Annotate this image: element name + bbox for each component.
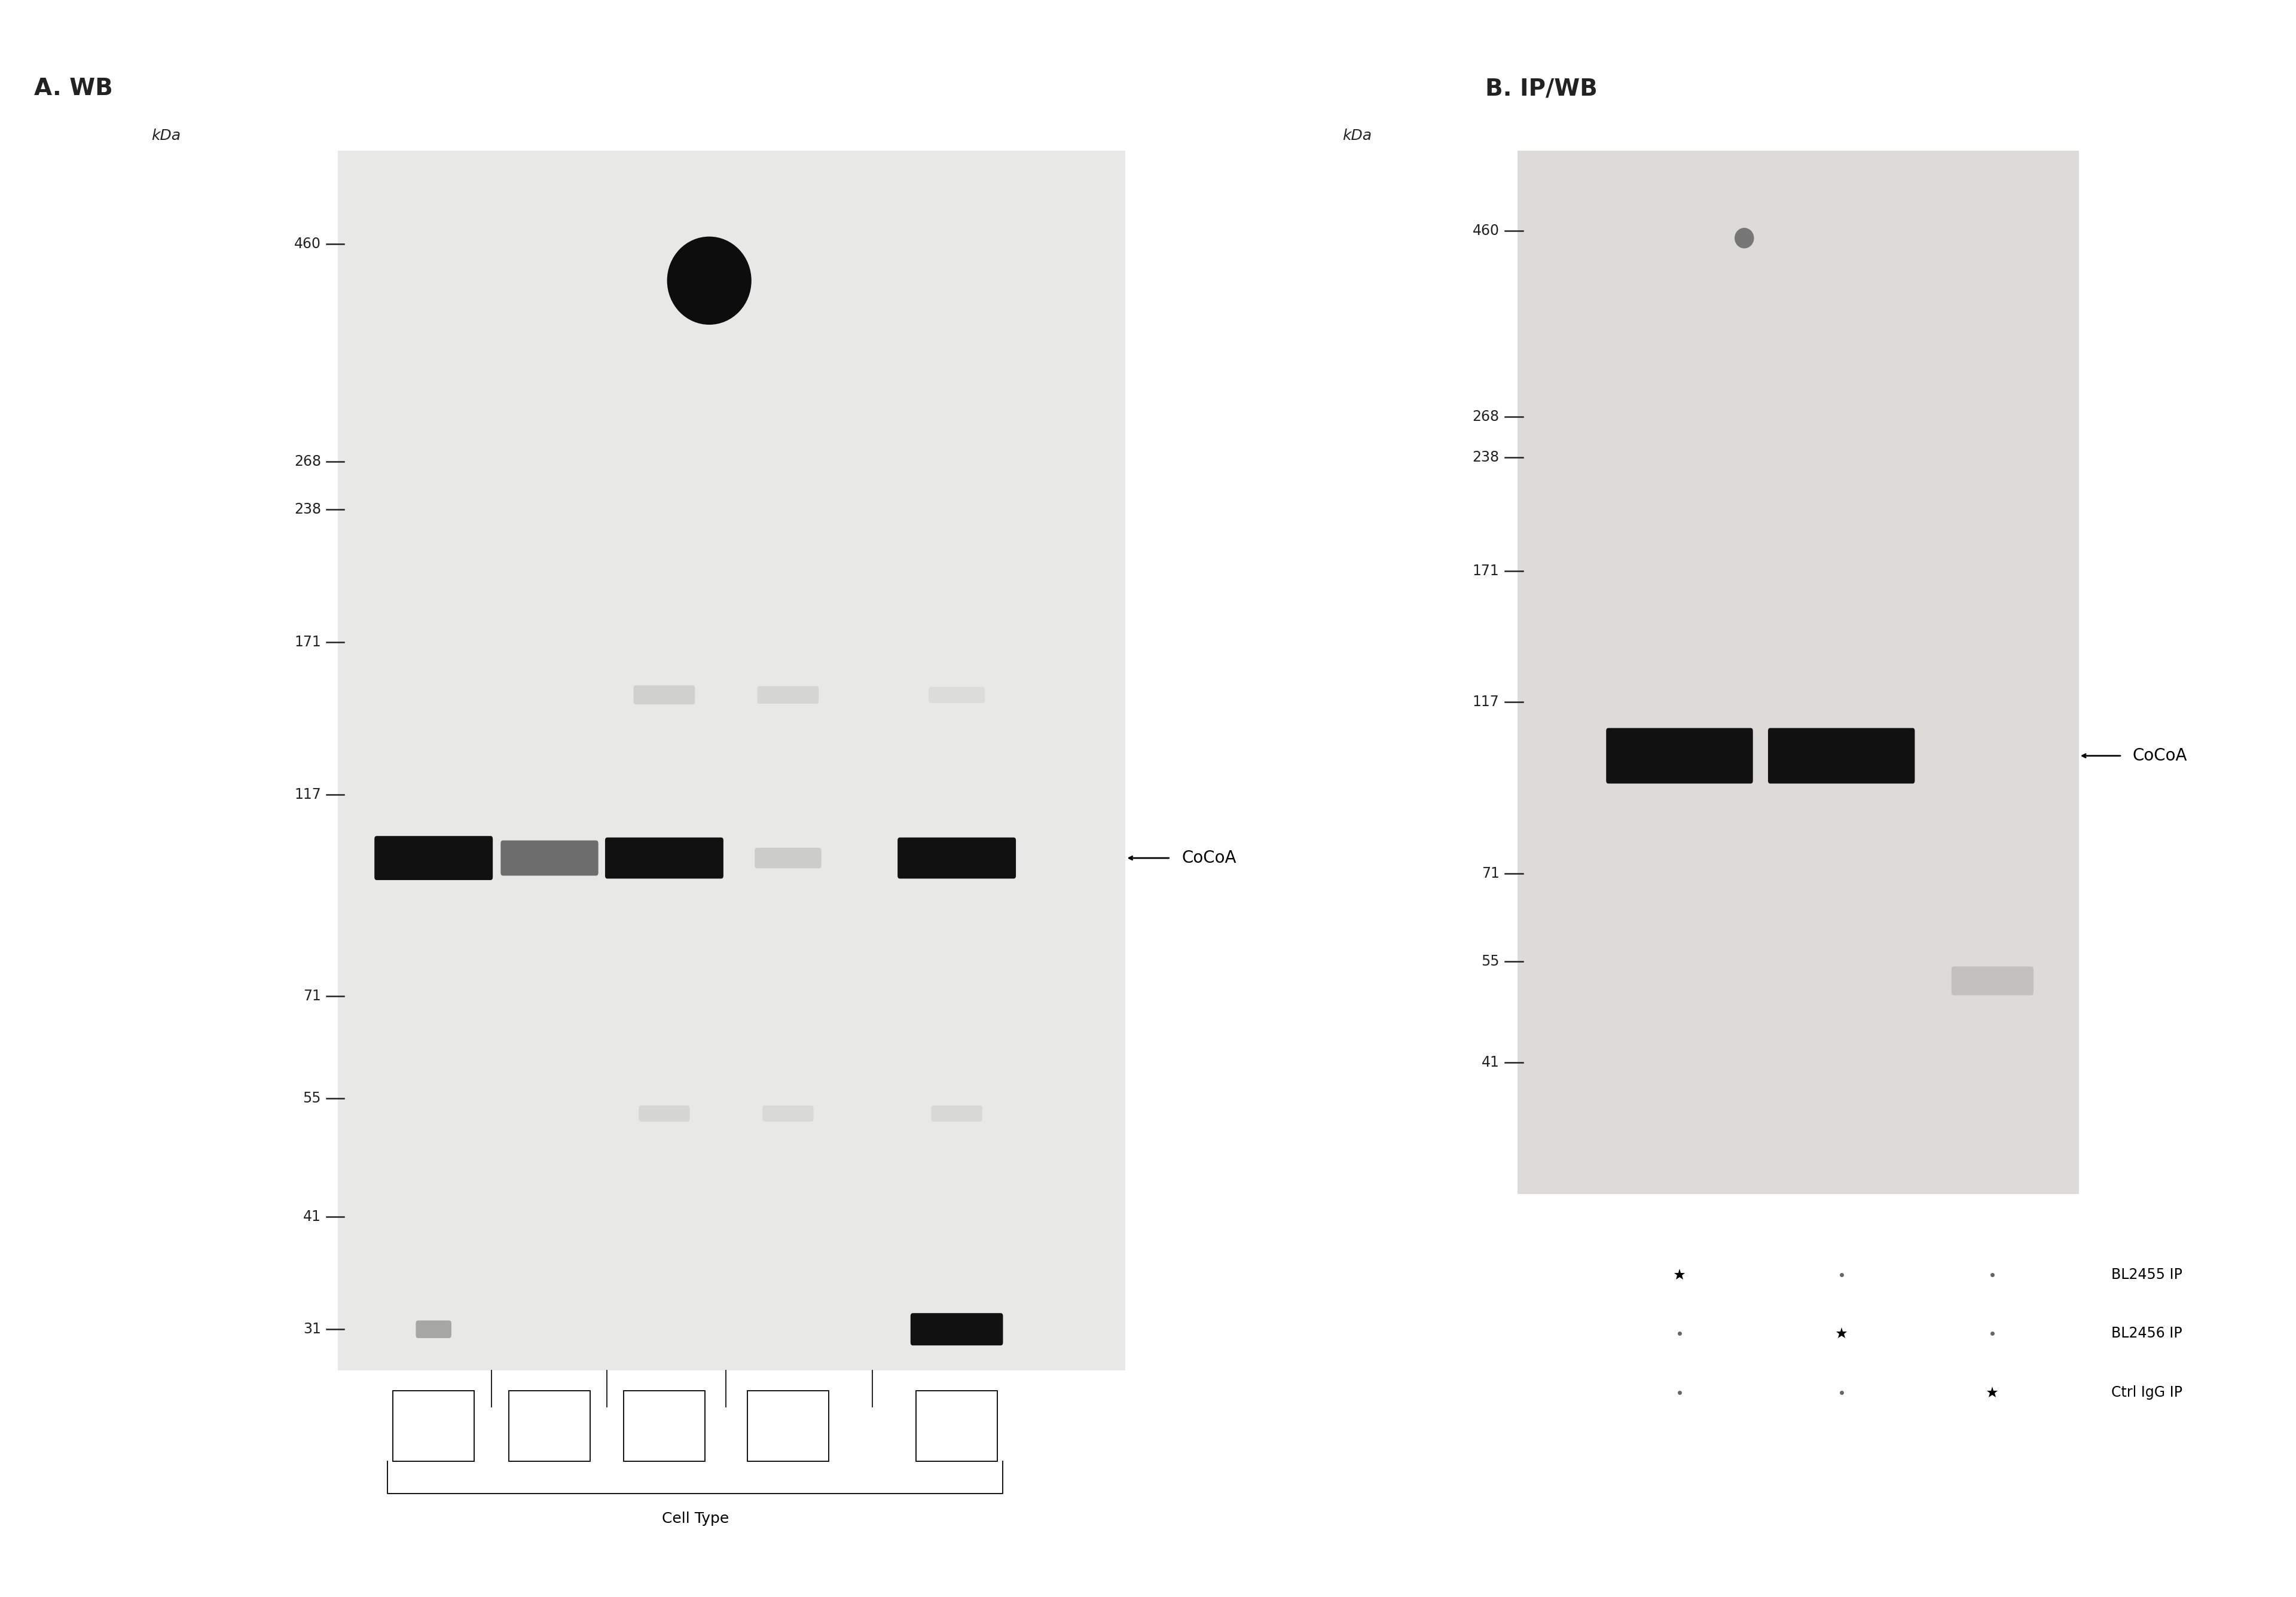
Text: B. IP/WB: B. IP/WB <box>1486 77 1598 101</box>
Text: 117: 117 <box>294 787 321 802</box>
Text: N: N <box>659 1418 670 1433</box>
Text: H: H <box>427 1418 439 1433</box>
Bar <box>625 1391 705 1461</box>
Text: 171: 171 <box>1472 564 1499 578</box>
FancyBboxPatch shape <box>755 848 822 869</box>
Text: 268: 268 <box>1472 409 1499 423</box>
FancyBboxPatch shape <box>416 1321 452 1338</box>
Text: 71: 71 <box>303 989 321 1003</box>
FancyBboxPatch shape <box>928 687 985 703</box>
Bar <box>1518 150 2078 1195</box>
Bar <box>393 1391 473 1461</box>
Bar <box>338 150 1125 1370</box>
Bar <box>748 1391 829 1461</box>
FancyBboxPatch shape <box>1952 966 2034 995</box>
Text: CoCoA: CoCoA <box>2133 747 2188 763</box>
FancyBboxPatch shape <box>1768 728 1915 784</box>
Text: 238: 238 <box>294 501 321 516</box>
Text: BL2455 IP: BL2455 IP <box>2112 1268 2181 1282</box>
Text: 171: 171 <box>294 636 321 650</box>
Text: A. WB: A. WB <box>34 77 113 101</box>
Text: M: M <box>951 1418 964 1433</box>
FancyBboxPatch shape <box>1607 728 1752 784</box>
FancyBboxPatch shape <box>638 1105 689 1121</box>
Text: 71: 71 <box>1481 867 1499 882</box>
Text: 268: 268 <box>294 454 321 468</box>
Text: 31: 31 <box>303 1322 321 1337</box>
FancyBboxPatch shape <box>501 840 599 875</box>
Text: kDa: kDa <box>1343 129 1373 144</box>
Text: BL2456 IP: BL2456 IP <box>2112 1327 2181 1340</box>
Text: Ctrl IgG IP: Ctrl IgG IP <box>2112 1385 2181 1399</box>
FancyBboxPatch shape <box>606 837 723 878</box>
FancyBboxPatch shape <box>634 685 696 704</box>
FancyBboxPatch shape <box>898 837 1015 878</box>
Ellipse shape <box>1733 228 1754 249</box>
FancyBboxPatch shape <box>762 1105 813 1121</box>
Text: 55: 55 <box>1481 955 1499 969</box>
Text: kDa: kDa <box>152 129 181 144</box>
Text: CoCoA: CoCoA <box>1182 850 1238 867</box>
Text: 238: 238 <box>1472 450 1499 465</box>
FancyBboxPatch shape <box>374 835 494 880</box>
Text: 460: 460 <box>294 236 321 251</box>
FancyBboxPatch shape <box>758 687 820 704</box>
FancyBboxPatch shape <box>912 1313 1003 1345</box>
Text: R: R <box>783 1418 792 1433</box>
Bar <box>510 1391 590 1461</box>
Text: 41: 41 <box>303 1209 321 1223</box>
Text: 55: 55 <box>303 1091 321 1105</box>
Ellipse shape <box>668 236 751 324</box>
Text: 41: 41 <box>1481 1056 1499 1070</box>
Text: T: T <box>544 1418 553 1433</box>
Bar <box>916 1391 996 1461</box>
FancyBboxPatch shape <box>932 1105 983 1121</box>
Text: Cell Type: Cell Type <box>661 1511 728 1525</box>
Text: 460: 460 <box>1472 224 1499 238</box>
Text: 117: 117 <box>1472 695 1499 709</box>
